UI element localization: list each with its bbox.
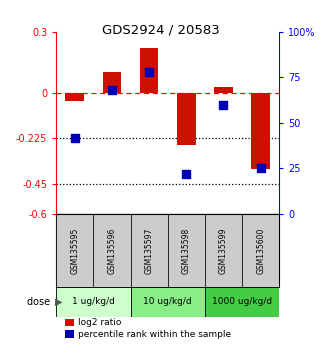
Bar (65, 330, 74, 338)
Text: log2 ratio: log2 ratio (78, 318, 122, 327)
Text: GSM135599: GSM135599 (219, 227, 228, 274)
Text: 1000 ug/kg/d: 1000 ug/kg/d (212, 297, 272, 306)
Text: GSM135596: GSM135596 (108, 227, 117, 274)
Text: 1 ug/kg/d: 1 ug/kg/d (72, 297, 115, 306)
Bar (214, 86, 233, 93)
Bar (65, 93, 84, 101)
Text: GSM135600: GSM135600 (256, 227, 265, 274)
Bar (242, 214, 279, 287)
Point (184, 171, 189, 177)
Point (72, 135, 77, 140)
Text: GDS2924 / 20583: GDS2924 / 20583 (102, 23, 219, 36)
Text: ▶: ▶ (55, 297, 62, 307)
Text: percentile rank within the sample: percentile rank within the sample (78, 330, 232, 338)
Bar (131, 214, 168, 287)
Bar (56, 287, 131, 317)
Bar (140, 48, 159, 93)
Bar (177, 93, 195, 145)
Text: 10 ug/kg/d: 10 ug/kg/d (143, 297, 192, 306)
Text: GSM135595: GSM135595 (70, 227, 79, 274)
Bar (103, 72, 121, 93)
Bar (251, 93, 270, 170)
Text: GSM135598: GSM135598 (182, 227, 191, 274)
Bar (205, 214, 242, 287)
Text: GSM135597: GSM135597 (145, 227, 154, 274)
Bar (56, 214, 93, 287)
Bar (93, 214, 131, 287)
Bar (65, 319, 74, 326)
Text: dose: dose (27, 297, 53, 307)
Point (109, 87, 115, 93)
Bar (168, 214, 205, 287)
Bar (205, 287, 279, 317)
Point (147, 69, 152, 75)
Bar (131, 287, 205, 317)
Point (221, 102, 226, 108)
Point (258, 166, 263, 171)
